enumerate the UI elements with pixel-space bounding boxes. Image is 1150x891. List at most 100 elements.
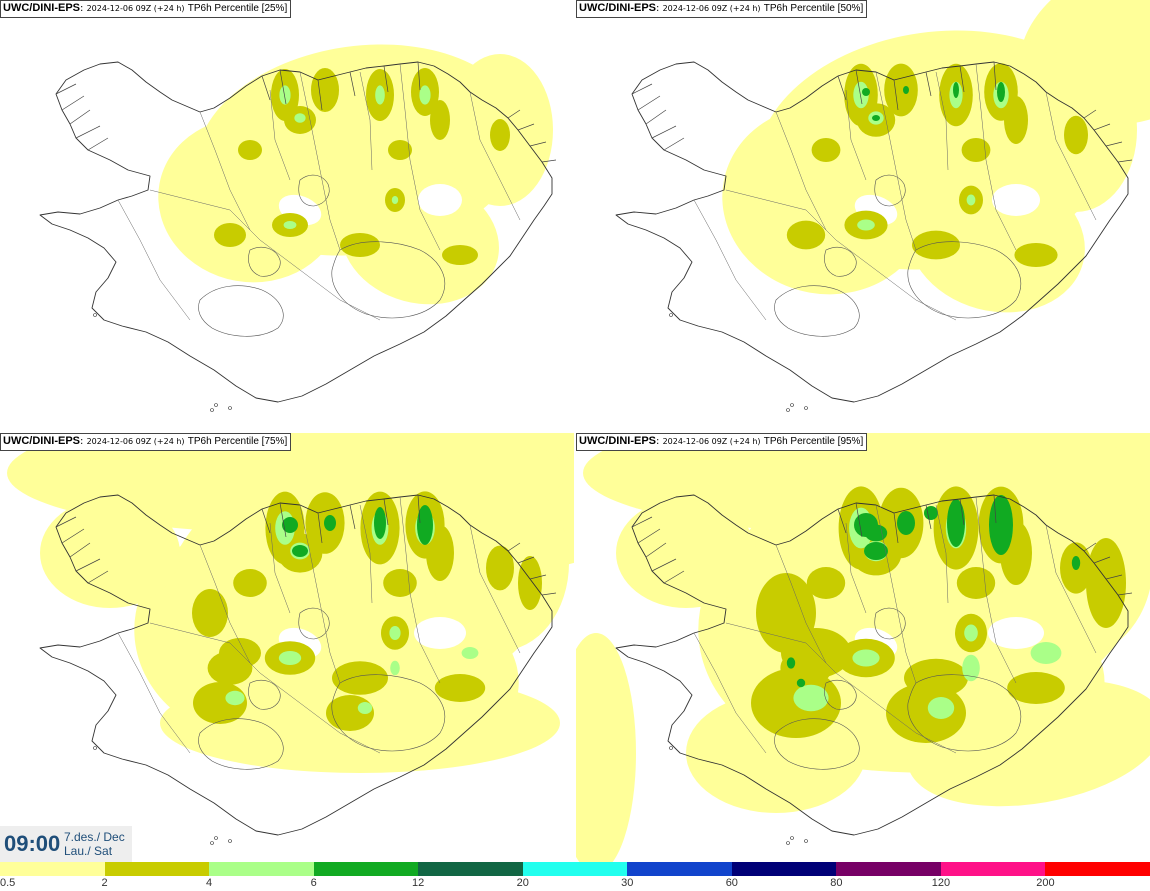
model-name: UWC/DINI-EPS	[3, 435, 80, 447]
road-line	[1045, 91, 1097, 221]
road-line	[935, 71, 949, 171]
island	[669, 746, 673, 750]
glacier-outline	[774, 285, 860, 337]
precip-area	[966, 194, 976, 206]
precip-area	[434, 674, 486, 702]
fjord-line	[55, 83, 109, 151]
legend-swatch	[627, 862, 732, 876]
precip-area	[872, 115, 880, 121]
precip-area	[341, 175, 499, 305]
precip-area	[292, 545, 308, 557]
precip-area	[864, 542, 888, 560]
dry-area	[414, 617, 466, 649]
map-panel-p95: UWC/DINI-EPS: 2024-12-06 09Z (+24 h) TP6…	[576, 433, 1150, 864]
legend-swatch	[731, 862, 837, 876]
precip-area	[383, 569, 417, 597]
precip-area	[278, 651, 302, 665]
valid-day-line: Lau./ Sat	[64, 844, 113, 858]
precip-area	[884, 63, 918, 117]
glacier-outline	[824, 247, 857, 277]
legend-swatch	[522, 862, 628, 876]
precip-area	[793, 684, 829, 712]
glacier-outline	[198, 718, 284, 770]
legend-tick-label: 2	[101, 877, 108, 889]
precip-area	[282, 517, 298, 533]
panel-title: UWC/DINI-EPS: 2024-12-06 09Z (+24 h) TP6…	[576, 0, 868, 18]
precip-area	[486, 545, 514, 591]
legend-tick-label: 12	[412, 877, 425, 889]
precip-area	[953, 82, 959, 98]
panel-title: UWC/DINI-EPS: 2024-12-06 09Z (+24 h) TP6…	[0, 433, 292, 451]
legend-tick-label: 60	[725, 877, 738, 889]
precip-map-p75	[7, 433, 574, 845]
coastline	[615, 61, 1129, 403]
field-label: TP6h Percentile [50%]	[763, 3, 864, 14]
model-name: UWC/DINI-EPS	[579, 435, 656, 447]
glacier-outline	[248, 680, 281, 710]
precip-layer	[722, 0, 1150, 313]
field-label: TP6h Percentile [25%]	[187, 3, 288, 14]
precip-area	[419, 85, 431, 105]
map-panel-p75: UWC/DINI-EPS: 2024-12-06 09Z (+24 h) TP6…	[0, 433, 574, 864]
precip-layer	[7, 433, 574, 773]
precip-area	[912, 230, 960, 260]
glacier-outline	[331, 241, 445, 319]
fjord-line	[631, 516, 685, 584]
road-line	[269, 89, 291, 181]
road-line	[875, 71, 917, 251]
precip-area	[962, 654, 980, 682]
legend-tick-label: 6	[310, 877, 317, 889]
road-line	[1045, 524, 1097, 654]
precip-area	[192, 589, 228, 637]
legend-tick-label: 200	[1036, 877, 1055, 889]
dry-area	[418, 184, 462, 216]
precip-area	[324, 515, 336, 531]
fjord-line	[507, 109, 557, 163]
precip-area	[616, 498, 756, 608]
precip-area	[722, 105, 930, 295]
glacier-outline	[331, 674, 445, 752]
precip-map-p25	[39, 44, 557, 412]
fjord-line	[261, 494, 421, 544]
precip-area	[907, 167, 1085, 313]
road-line	[149, 622, 381, 754]
road-line	[269, 522, 291, 614]
island	[804, 839, 808, 843]
valid-date: 7.des./ Dec Lau./ Sat	[64, 830, 125, 858]
glacier-outline	[248, 247, 281, 277]
island	[786, 841, 790, 845]
precip-area	[388, 140, 412, 160]
precip-area	[283, 221, 297, 229]
precip-area	[374, 507, 386, 539]
legend-tick-label: 4	[206, 877, 213, 889]
dry-area	[988, 617, 1044, 649]
glacier-outline	[907, 241, 1021, 319]
road-line	[693, 199, 767, 321]
legend-tick-label: 20	[516, 877, 529, 889]
island	[228, 839, 232, 843]
island	[210, 841, 214, 845]
island	[669, 313, 673, 317]
dry-area	[992, 184, 1040, 216]
map-panel-p25: UWC/DINI-EPS: 2024-12-06 09Z (+24 h) TP6…	[0, 0, 574, 431]
precip-area	[927, 697, 955, 719]
road-line	[117, 199, 191, 321]
precip-area	[214, 223, 246, 247]
road-line	[725, 622, 957, 754]
precip-area	[886, 683, 966, 743]
model-name: UWC/DINI-EPS	[579, 2, 656, 14]
valid-date-line: 7.des./ Dec	[64, 830, 125, 844]
run-time: 2024-12-06 09Z (+24 h)	[662, 4, 761, 13]
run-time: 2024-12-06 09Z (+24 h)	[662, 437, 761, 446]
precip-map-p50	[615, 0, 1150, 412]
precip-area	[786, 220, 826, 250]
model-name: UWC/DINI-EPS	[3, 2, 80, 14]
precip-area	[576, 633, 636, 864]
precip-area	[997, 82, 1005, 102]
road-line	[299, 71, 341, 251]
legend-ticks: 0.5 2 4 6 12 20 30 60 80 120 200	[0, 876, 1150, 891]
fjord-line	[1083, 542, 1133, 596]
map-panel-p50: UWC/DINI-EPS: 2024-12-06 09Z (+24 h) TP6…	[576, 0, 1150, 431]
road-line	[693, 632, 767, 754]
road-line	[359, 71, 373, 171]
